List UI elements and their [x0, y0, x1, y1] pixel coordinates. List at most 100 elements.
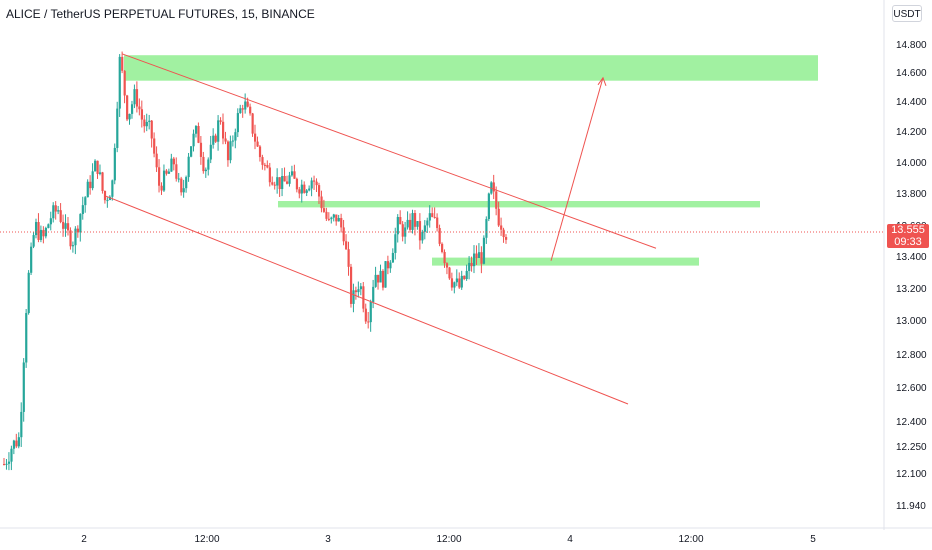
candle-body	[86, 181, 89, 198]
candle-body	[347, 249, 350, 267]
candle-body	[108, 196, 112, 201]
price-axis[interactable]: 14.80014.60014.40014.20014.00013.80013.6…	[896, 40, 927, 512]
x-tick-label: 12:00	[678, 534, 703, 545]
candle-body	[413, 213, 417, 227]
candle-body	[219, 120, 222, 122]
candle-body	[145, 121, 148, 127]
candle-body	[20, 411, 23, 438]
candle-body	[130, 104, 134, 114]
candle-body	[126, 95, 129, 120]
y-tick-label: 14.000	[896, 158, 927, 169]
candle-body	[500, 225, 503, 230]
candle-body	[384, 261, 387, 288]
candle-body	[22, 362, 25, 412]
time-axis[interactable]: 2 12:00 3 12:00 4 12:00 5	[81, 534, 816, 545]
candle-body	[468, 262, 471, 271]
candle-body	[94, 160, 97, 172]
candle-body	[96, 160, 99, 174]
channel-lower-line	[105, 195, 629, 405]
candle-body	[389, 262, 392, 269]
candle-body	[357, 289, 360, 293]
candle-body	[79, 214, 82, 233]
candle-body	[487, 193, 490, 220]
candle-body	[268, 167, 271, 183]
candle-body	[17, 437, 20, 447]
candle-body	[271, 182, 274, 185]
candle-body	[194, 126, 198, 134]
candle-body	[209, 144, 212, 160]
candle-body	[497, 208, 500, 226]
candle-body	[433, 216, 436, 218]
candle-body	[155, 153, 158, 168]
candle-body	[170, 158, 173, 172]
candle-body	[207, 159, 210, 170]
candle-body	[505, 237, 508, 240]
y-tick-label: 14.400	[896, 97, 927, 108]
candle-body	[290, 171, 294, 176]
candle-body	[480, 252, 483, 264]
candle-body	[118, 56, 121, 109]
candle-body	[30, 246, 33, 273]
y-tick-label: 12.600	[896, 383, 927, 394]
candle-body	[372, 286, 375, 303]
candle-body	[441, 243, 444, 252]
candle-body	[300, 184, 303, 194]
candle-body	[91, 171, 94, 189]
candle-body	[470, 262, 473, 267]
candle-body	[374, 274, 377, 287]
candle-body	[246, 101, 249, 107]
candle-body	[12, 440, 16, 449]
candle-body	[5, 463, 8, 465]
candle-body	[411, 213, 414, 230]
candle-body	[298, 189, 301, 194]
candle-body	[330, 217, 333, 220]
y-tick-label: 13.200	[896, 284, 927, 295]
candle-body	[69, 230, 72, 247]
candle-body	[436, 217, 439, 229]
candle-body	[354, 290, 358, 293]
candle-body	[349, 266, 353, 304]
candle-body	[495, 191, 498, 209]
candle-body	[421, 231, 424, 241]
candle-body	[473, 253, 476, 267]
candle-body	[364, 308, 367, 322]
candle-body	[399, 217, 402, 225]
candle-body	[32, 235, 35, 247]
candle-body	[448, 267, 451, 279]
candle-body	[128, 113, 131, 120]
candle-body	[492, 182, 495, 192]
candle-body	[322, 208, 326, 212]
candle-body	[234, 132, 237, 141]
candle-body	[396, 217, 399, 235]
candle-body	[475, 253, 478, 258]
candle-body	[76, 228, 80, 233]
candle-body	[251, 113, 254, 134]
candle-body	[54, 205, 57, 212]
candle-body	[386, 261, 390, 269]
candle-body	[57, 210, 60, 212]
candle-body	[113, 147, 116, 181]
candle-body	[140, 109, 144, 120]
candle-body	[241, 108, 244, 110]
candle-body	[295, 178, 299, 190]
candle-body	[224, 138, 227, 142]
candle-body	[143, 119, 146, 127]
candle-body	[231, 140, 235, 142]
candle-body	[89, 181, 92, 189]
candle-body	[337, 218, 340, 222]
x-tick-label: 2	[81, 534, 87, 545]
arrow-head	[597, 76, 607, 86]
y-tick-label: 13.000	[896, 316, 927, 327]
candle-body	[391, 252, 395, 263]
candle-body	[320, 196, 323, 209]
candle-body	[249, 106, 252, 114]
candle-body	[426, 220, 429, 226]
x-tick-label: 3	[325, 534, 331, 545]
candle-body	[369, 302, 372, 323]
currency-button[interactable]: USDT	[892, 5, 922, 22]
symbol-title[interactable]: ALICE / TetherUS PERPETUAL FUTURES, 15, …	[6, 7, 315, 21]
candle-body	[263, 164, 267, 166]
candle-body	[276, 177, 279, 186]
candle-body	[379, 270, 382, 283]
